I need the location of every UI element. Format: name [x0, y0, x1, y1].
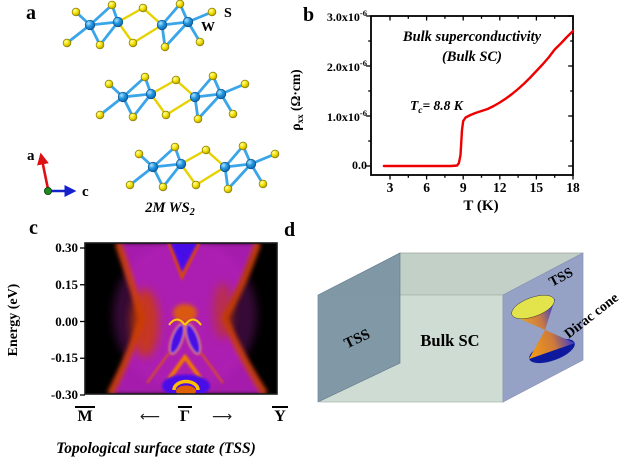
band-pocket-left — [131, 289, 159, 357]
w-atom-label: W — [201, 20, 215, 35]
panel-c-band-structure — [80, 242, 278, 396]
plot-title-line2: (Bulk SC) — [442, 49, 502, 65]
tss-plane-left — [317, 252, 401, 403]
plot-frame — [370, 15, 574, 176]
x-tick-label: 18 — [566, 180, 580, 195]
plot-title-line1: Bulk superconductivity — [402, 29, 542, 45]
ws2-layer-1 — [61, 0, 218, 53]
surface-state-lens-right — [184, 323, 202, 355]
a-shaped-band — [167, 353, 203, 381]
x-tick-label: 12 — [493, 180, 507, 195]
dirac-cone-icon — [511, 295, 575, 364]
band-structure-image — [106, 243, 268, 394]
bottom-ring-arc — [172, 379, 200, 391]
upper-dirac-cone — [171, 243, 197, 271]
band-pocket-right — [213, 283, 233, 339]
y-tick-label: 0.0 — [352, 158, 367, 172]
panel-label-d: d — [284, 219, 296, 241]
y-tick-label: 1.0x10-6 — [326, 108, 367, 124]
origin-dot-icon — [44, 186, 53, 195]
energy-axis-label: Energy (eV) — [6, 283, 21, 357]
left-arrow-icon: ⟵ — [139, 409, 161, 425]
k-point-y: Y — [272, 406, 288, 425]
upper-cone-mouth — [511, 295, 555, 319]
x-axis-label: T (K) — [463, 198, 498, 214]
panel-label-a: a — [26, 2, 36, 24]
energy-tick-label: 0.00 — [55, 313, 78, 329]
lens-caps — [168, 318, 202, 326]
right-arrow-icon: ⟶ — [211, 409, 233, 425]
x-tick-label: 3 — [386, 180, 394, 195]
energy-axis-ticks — [80, 247, 85, 396]
panel-label-c: c — [29, 217, 38, 239]
surface-state-lens-left — [168, 323, 186, 355]
central-orange-dome — [173, 304, 197, 322]
y-axis-label-rho: ρxx (Ω·cm) — [288, 69, 305, 131]
bulk-sc-label: Bulk SC — [420, 331, 479, 350]
panel-c-caption: Topological surface state (TSS) — [56, 440, 256, 457]
panel-a-crystal-structure: S W a c 2M WS2 — [27, 0, 281, 218]
y-tick-label: 3.0x10-6 — [326, 8, 367, 24]
s-atom-label: S — [224, 6, 232, 21]
k-point-gamma: Γ — [177, 406, 193, 425]
tc-annotation: Tc= 8.8 K — [410, 98, 464, 116]
diagonal-bands — [146, 352, 224, 384]
panel-a-caption: 2M WS2 — [144, 200, 194, 218]
c-axis-label: c — [82, 184, 89, 200]
x-tick-label: 9 — [459, 180, 467, 195]
axes-indicator: a c — [27, 148, 89, 200]
energy-tick-label: 0.30 — [55, 240, 78, 255]
a-axis-arrow-icon — [37, 152, 50, 190]
lower-cone-body — [529, 330, 575, 359]
panel-d-schematic: Dirac cone TSS TSS Bulk SC — [317, 252, 622, 403]
upper-cone-rim — [167, 243, 201, 281]
ws2-layer-3 — [124, 140, 281, 195]
energy-tick-label: -0.30 — [50, 387, 78, 402]
ws2-layer-2 — [94, 70, 251, 125]
energy-tick-label: 0.15 — [55, 276, 78, 292]
resistivity-curve — [382, 29, 575, 168]
a-axis-label: a — [27, 148, 35, 164]
x-tick-label: 15 — [529, 180, 544, 195]
panel-b-resistivity-plot: Bulk superconductivity (Bulk SC) Tc= 8.8… — [366, 15, 575, 214]
panel-label-b: b — [303, 4, 315, 26]
k-point-m: M — [75, 406, 95, 425]
y-tick-label: 2.0x10-6 — [326, 58, 367, 74]
bottom-ring-core — [176, 385, 196, 394]
energy-tick-label: -0.15 — [50, 350, 78, 366]
band-plot-frame — [84, 242, 278, 395]
x-tick-label: 6 — [423, 180, 430, 195]
axis-ticks — [366, 15, 574, 180]
